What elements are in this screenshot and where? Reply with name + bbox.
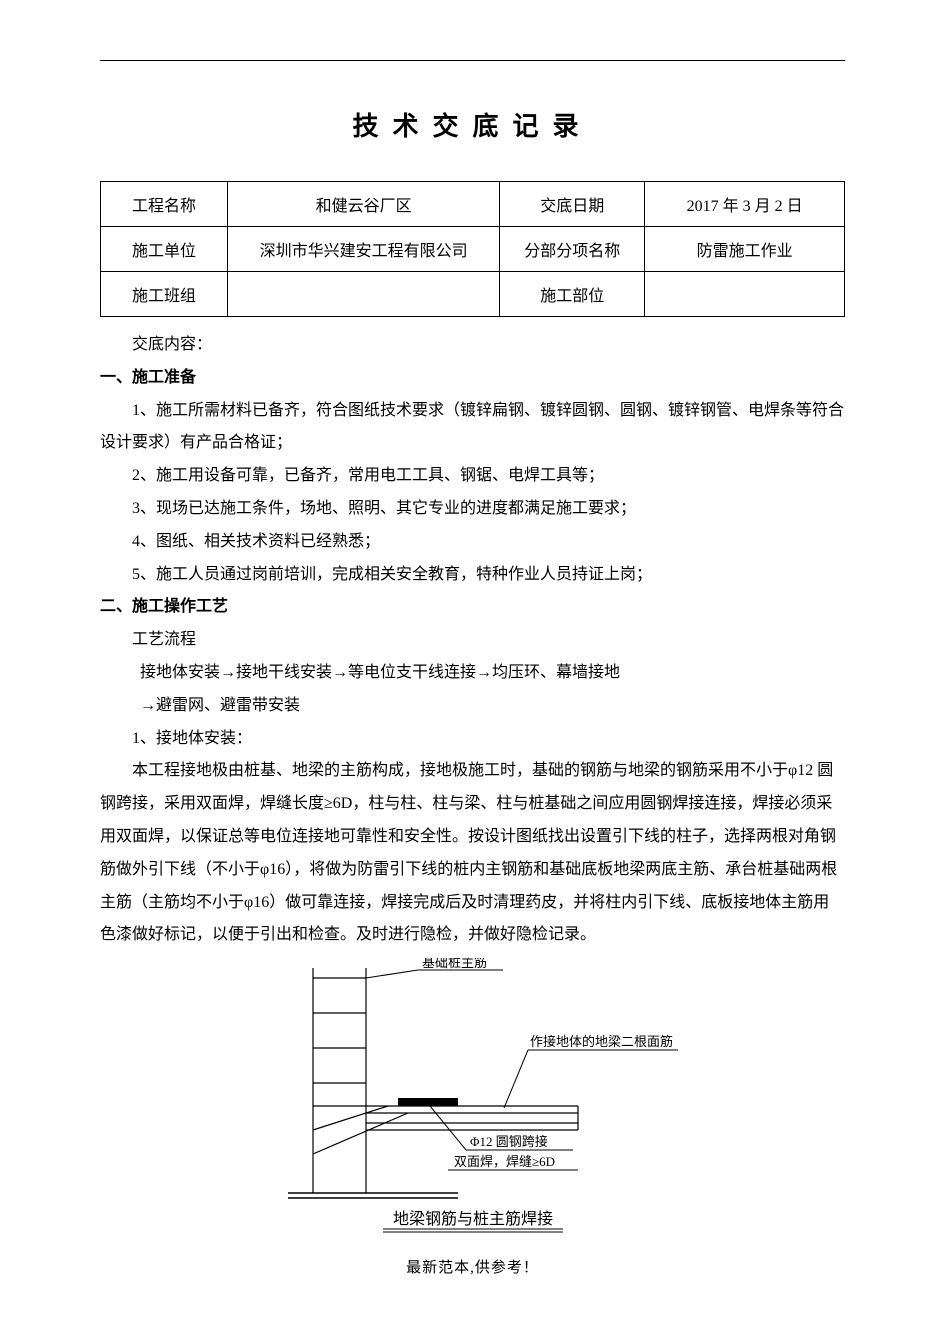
weld-diagram: 基础桩主筋 作接地体的地梁二根面筋 Φ12 圆钢跨接 双面焊，焊缝≥6D 地梁钢… — [258, 958, 688, 1238]
cell-team-value — [228, 272, 500, 317]
page: 技术交底记录 工程名称 和健云谷厂区 交底日期 2017 年 3 月 2 日 施… — [0, 0, 945, 1297]
cell-team-label: 施工班组 — [101, 272, 228, 317]
section-1-heading: 一、施工准备 — [100, 362, 845, 395]
paragraph: 2、施工用设备可靠，已备齐，常用电工工具、钢锯、电焊工具等； — [100, 460, 845, 493]
table-row: 施工班组 施工部位 — [101, 272, 845, 317]
diagram-caption: 地梁钢筋与桩主筋焊接 — [392, 1210, 552, 1228]
diagram-label-jumper: Φ12 圆钢跨接 — [470, 1134, 548, 1149]
section-2-heading: 二、施工操作工艺 — [100, 591, 845, 624]
cell-project-name-value: 和健云谷厂区 — [228, 182, 500, 227]
jumper-bar — [398, 1098, 458, 1106]
cell-part-label: 施工部位 — [500, 272, 645, 317]
paragraph: 1、接地体安装： — [100, 723, 845, 756]
info-table: 工程名称 和健云谷厂区 交底日期 2017 年 3 月 2 日 施工单位 深圳市… — [100, 181, 845, 317]
diagram-label-beam: 作接地体的地梁二根面筋 — [530, 1034, 673, 1049]
paragraph: 5、施工人员通过岗前培训，完成相关安全教育，特种作业人员持证上岗； — [100, 559, 845, 592]
paragraph: 4、图纸、相关技术资料已经熟悉； — [100, 526, 845, 559]
cell-part-value — [645, 272, 845, 317]
cell-unit-value: 深圳市华兴建安工程有限公司 — [228, 227, 500, 272]
lead-text: 交底内容： — [100, 329, 845, 362]
cell-section-label: 分部分项名称 — [500, 227, 645, 272]
diagram-label-pile: 基础桩主筋 — [422, 958, 487, 970]
doc-title: 技术交底记录 — [100, 106, 845, 143]
footer-text: 最新范本,供参考！ — [100, 1256, 845, 1277]
content-body: 交底内容： 一、施工准备 1、施工所需材料已备齐，符合图纸技术要求（镀锌扁钢、镀… — [100, 329, 845, 952]
table-row: 工程名称 和健云谷厂区 交底日期 2017 年 3 月 2 日 — [101, 182, 845, 227]
paragraph: 1、施工所需材料已备齐，符合图纸技术要求（镀锌扁钢、镀锌圆钢、圆钢、镀锌钢管、电… — [100, 395, 845, 461]
paragraph: 本工程接地极由桩基、地梁的主筋构成，接地极施工时，基础的钢筋与地梁的钢筋采用不小… — [100, 755, 845, 952]
flow-line: 接地体安装→接地干线安装→等电位支干线连接→均压环、幕墙接地 — [100, 657, 845, 690]
cell-date-label: 交底日期 — [500, 182, 645, 227]
table-row: 施工单位 深圳市华兴建安工程有限公司 分部分项名称 防雷施工作业 — [101, 227, 845, 272]
cell-project-name-label: 工程名称 — [101, 182, 228, 227]
cell-unit-label: 施工单位 — [101, 227, 228, 272]
top-rule — [100, 60, 845, 61]
cell-date-value: 2017 年 3 月 2 日 — [645, 182, 845, 227]
cell-section-value: 防雷施工作业 — [645, 227, 845, 272]
diagram-container: 基础桩主筋 作接地体的地梁二根面筋 Φ12 圆钢跨接 双面焊，焊缝≥6D 地梁钢… — [100, 958, 845, 1238]
diagram-label-weld: 双面焊，焊缝≥6D — [454, 1154, 555, 1169]
subheading: 工艺流程 — [100, 624, 845, 657]
paragraph: 3、现场已达施工条件，场地、照明、其它专业的进度都满足施工要求； — [100, 493, 845, 526]
flow-line: →避雷网、避雷带安装 — [100, 690, 845, 723]
